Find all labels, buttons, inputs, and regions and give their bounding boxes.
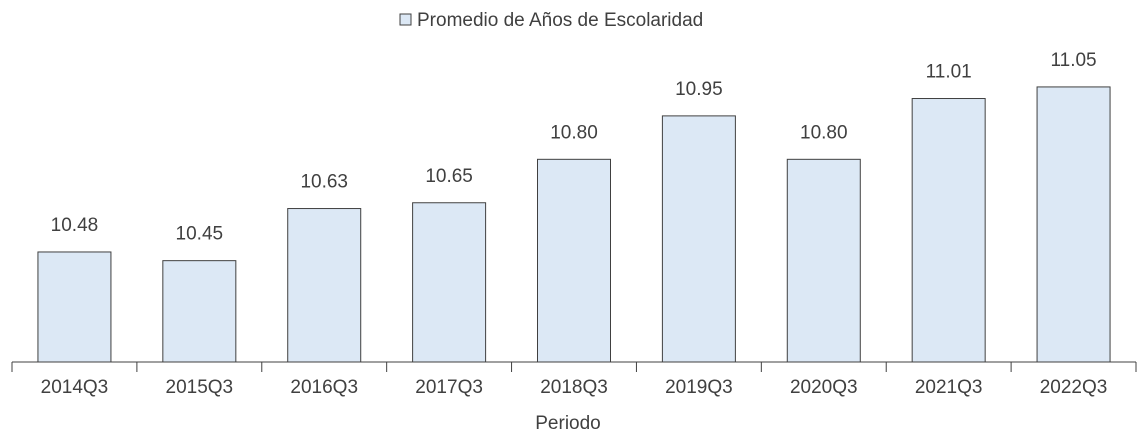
x-axis-title: Periodo [535,413,601,434]
x-tick-label: 2022Q3 [1040,377,1108,398]
data-label: 10.63 [300,172,348,193]
legend-label: Promedio de Años de Escolaridad [417,10,703,31]
data-label: 10.48 [51,215,99,236]
data-label: 10.45 [176,224,224,245]
bar [1036,86,1111,363]
x-tick-label: 2019Q3 [665,377,733,398]
x-tick-label: 2015Q3 [166,377,234,398]
x-tick-label: 2021Q3 [915,377,983,398]
x-tick-label: 2014Q3 [41,377,109,398]
x-tick-label: 2016Q3 [290,377,358,398]
bar [786,158,861,363]
bar [162,260,237,363]
data-label: 10.65 [425,166,473,187]
bar [412,202,487,363]
bar [661,115,736,363]
data-label: 11.01 [926,62,972,83]
bar [37,251,112,363]
legend-swatch [399,13,412,26]
bar [537,158,611,363]
data-label: 11.05 [1050,50,1096,71]
bar [911,98,986,363]
bar [287,208,362,363]
x-tick-label: 2020Q3 [790,377,858,398]
x-tick-label: 2017Q3 [415,377,483,398]
data-label: 10.80 [800,122,848,143]
data-label: 10.95 [675,79,723,100]
x-tick-label: 2018Q3 [540,377,608,398]
data-label: 10.80 [550,122,598,143]
